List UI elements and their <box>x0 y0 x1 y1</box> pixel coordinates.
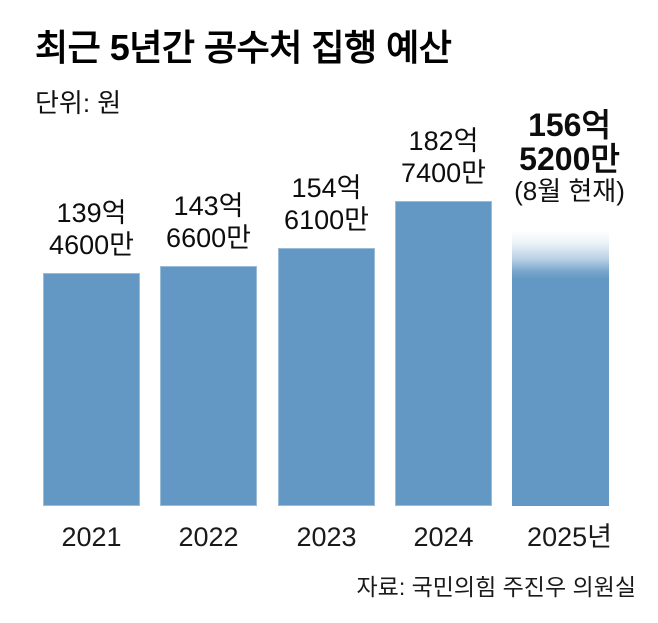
as-of-note: (8월 현재) <box>514 176 625 206</box>
x-axis-label-2025년: 2025년 <box>527 522 612 552</box>
chart-title: 최근 5년간 공수처 집행 예산 <box>35 27 452 68</box>
bar-value-label-2021: 139억 4600만 <box>7 197 176 261</box>
value-line2: 7400만 <box>401 158 486 188</box>
value-line1: 139억 <box>56 198 127 228</box>
bar-2025년 <box>512 231 609 506</box>
bar-value-label-2025년: 156억 5200만 (8월 현재) <box>485 108 654 207</box>
source-credit: 자료: 국민의힘 주진우 의원실 <box>356 574 636 600</box>
value-line2: 4600만 <box>49 230 134 260</box>
value-line1: 156억 <box>528 107 611 143</box>
x-axis-label-2021: 2021 <box>61 522 122 552</box>
x-axis-label-2023: 2023 <box>296 522 357 552</box>
value-line2: 6600만 <box>166 223 251 253</box>
bar-2024 <box>395 201 492 506</box>
x-axis-label-2022: 2022 <box>178 522 239 552</box>
unit-label: 단위: 원 <box>35 88 122 118</box>
value-line2: 5200만 <box>519 141 620 177</box>
bar-value-label-2023: 154억 6100만 <box>242 172 411 236</box>
value-line1: 143억 <box>173 191 244 221</box>
bar-value-label-2024: 182억 7400만 <box>359 125 528 189</box>
value-line1: 154억 <box>291 173 362 203</box>
value-line1: 182억 <box>408 126 479 156</box>
x-axis-label-2024: 2024 <box>413 522 474 552</box>
bar-2023 <box>278 248 375 506</box>
bar-value-label-2022: 143억 6600만 <box>124 190 293 254</box>
bar-2021 <box>43 273 140 506</box>
value-line2: 6100만 <box>284 205 369 235</box>
bar-2022 <box>160 266 257 506</box>
